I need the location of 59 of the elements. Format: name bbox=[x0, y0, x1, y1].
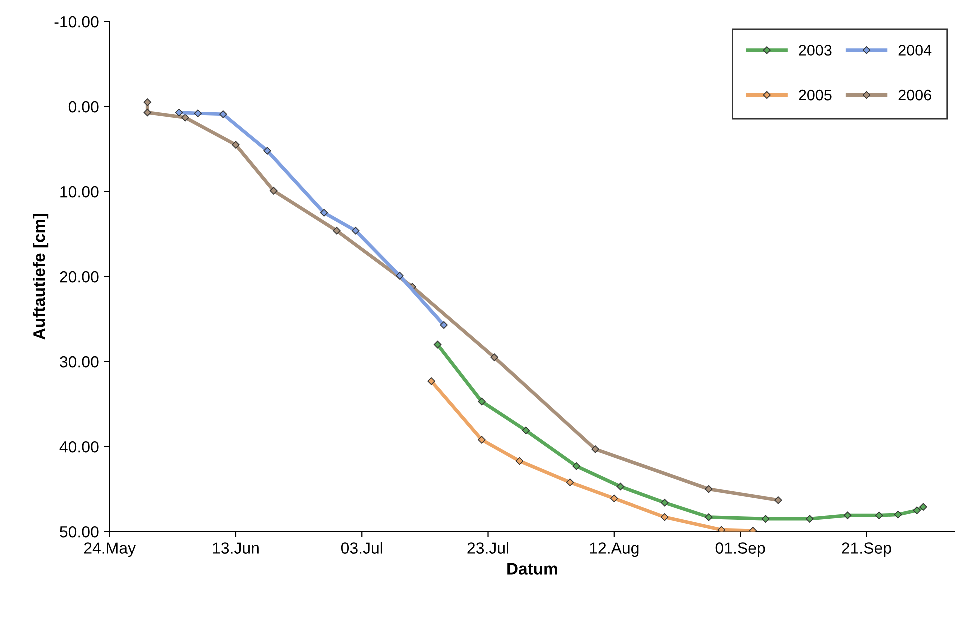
point bbox=[661, 499, 669, 507]
point bbox=[762, 515, 770, 523]
point bbox=[566, 478, 574, 486]
point bbox=[434, 340, 442, 349]
y-tick-label: 40.00 bbox=[60, 441, 99, 453]
point bbox=[610, 494, 618, 503]
legend-label: 2004 bbox=[898, 45, 932, 56]
x-tick-label: 01.Sep bbox=[716, 542, 766, 558]
x-tick-label: 21.Sep bbox=[842, 542, 892, 558]
y-tick-label: 50.00 bbox=[60, 526, 99, 538]
x-tick-label: 13.Jun bbox=[213, 542, 259, 554]
point bbox=[616, 482, 625, 491]
y-axis-title: Auftautiefe [cm] bbox=[33, 214, 49, 340]
point bbox=[920, 503, 928, 512]
legend-label: 2005 bbox=[799, 90, 832, 101]
point bbox=[913, 506, 922, 514]
y-tick-label: -10.00 bbox=[54, 16, 99, 28]
y-tick-label: 0.00 bbox=[68, 101, 99, 113]
point bbox=[705, 485, 713, 494]
point bbox=[144, 98, 152, 106]
point bbox=[592, 445, 600, 454]
point bbox=[572, 462, 580, 470]
point bbox=[144, 108, 152, 117]
point bbox=[232, 141, 240, 149]
point bbox=[806, 515, 814, 523]
point bbox=[705, 514, 713, 522]
point bbox=[333, 227, 341, 235]
point bbox=[478, 436, 486, 444]
y-tick-label: 20.00 bbox=[60, 271, 99, 283]
point bbox=[522, 426, 530, 435]
y-tick-label: 10.00 bbox=[60, 186, 99, 198]
point bbox=[194, 110, 202, 118]
point bbox=[478, 398, 486, 406]
legend-label: 2003 bbox=[799, 45, 832, 56]
point bbox=[661, 514, 669, 522]
point bbox=[264, 147, 272, 155]
legend-label: 2006 bbox=[898, 90, 932, 101]
x-tick-label: 03.Jul bbox=[341, 542, 382, 554]
point bbox=[774, 496, 782, 504]
point bbox=[220, 110, 228, 118]
point bbox=[440, 321, 448, 330]
point bbox=[320, 209, 328, 217]
point bbox=[182, 114, 190, 122]
point bbox=[270, 187, 278, 195]
point bbox=[875, 512, 884, 520]
point bbox=[352, 227, 360, 235]
point bbox=[175, 108, 184, 117]
point bbox=[516, 457, 524, 466]
point bbox=[718, 526, 726, 532]
x-tick-label: 23.Jul bbox=[468, 542, 509, 554]
x-tick-label: 12.Aug bbox=[590, 542, 639, 558]
point bbox=[894, 510, 902, 519]
x-axis-title: Datum bbox=[508, 563, 558, 575]
point bbox=[490, 354, 498, 362]
point bbox=[844, 512, 852, 520]
x-tick-label: 24.May bbox=[84, 542, 136, 558]
point bbox=[428, 377, 436, 386]
point bbox=[396, 272, 404, 280]
y-tick-label: 30.00 bbox=[60, 356, 99, 368]
